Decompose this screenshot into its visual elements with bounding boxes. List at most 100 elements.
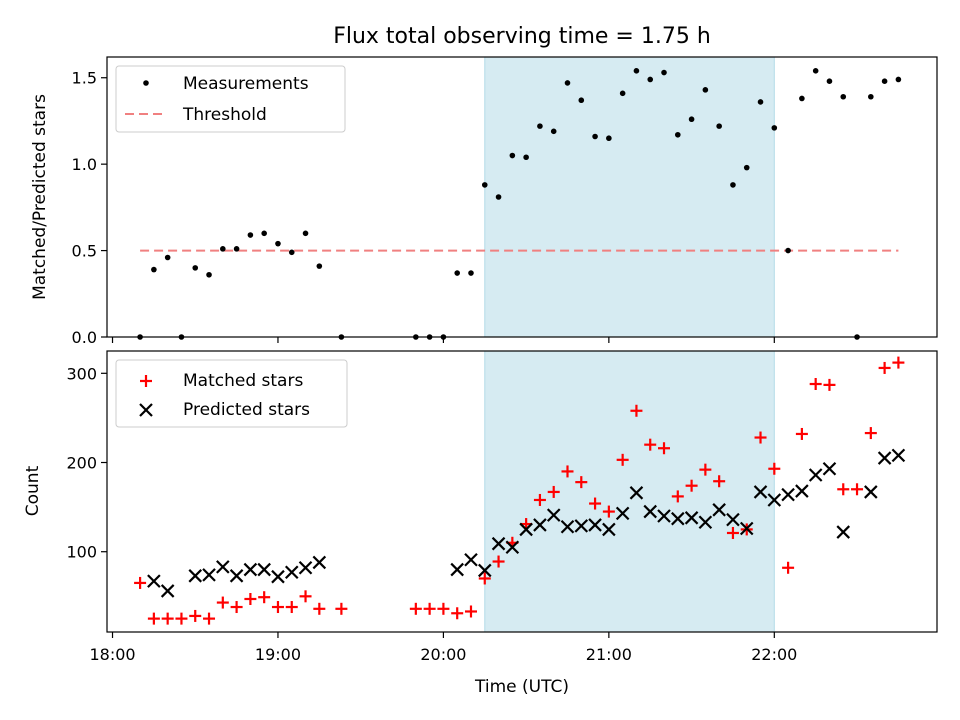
measurement-point-42	[785, 247, 791, 254]
matched-star-point-43	[795, 427, 808, 440]
legend-label-matched: Matched stars	[183, 371, 303, 391]
matched-star-point-48	[864, 427, 877, 440]
measurement-point-40	[757, 99, 764, 105]
matched-star-point-7	[230, 601, 243, 614]
predicted-star-point-19	[546, 508, 561, 522]
measurement-point-20	[481, 182, 488, 188]
predicted-star-point-25	[629, 486, 644, 500]
measurement-point-21	[495, 194, 502, 200]
legend-label-measurements: Measurements	[183, 74, 309, 94]
matched-star-point-11	[285, 601, 298, 614]
y-bottom-tick-label: 300	[66, 364, 97, 383]
legend-marker-measurements	[143, 80, 149, 86]
predicted-star-point-41	[864, 485, 878, 499]
measurement-point-39	[743, 164, 750, 171]
measurement-point-31	[633, 68, 640, 74]
measurement-point-46	[840, 93, 847, 100]
predicted-star-point-4	[216, 560, 230, 574]
matched-star-point-38	[726, 526, 739, 539]
legend-box-bottom	[115, 359, 348, 428]
measurement-point-29	[606, 135, 612, 142]
predicted-star-point-24	[615, 506, 630, 521]
predicted-star-point-29	[684, 511, 699, 525]
measurement-point-6	[220, 246, 226, 252]
measurement-point-2	[164, 254, 171, 261]
matched-star-point-14	[335, 602, 348, 615]
matched-star-point-15	[409, 602, 422, 615]
predicted-star-point-37	[795, 484, 809, 498]
measurement-point-4	[192, 265, 199, 271]
predicted-star-point-0	[147, 574, 161, 588]
predicted-star-point-8	[271, 569, 285, 584]
measurement-point-5	[206, 271, 212, 278]
measurement-point-49	[881, 78, 888, 84]
predicted-star-point-1	[160, 584, 175, 598]
predicted-star-point-20	[560, 519, 575, 534]
measurement-point-1	[151, 266, 157, 273]
predicted-star-point-35	[767, 493, 782, 507]
predicted-star-point-34	[753, 485, 768, 499]
matched-star-point-17	[437, 602, 450, 615]
matched-star-point-45	[823, 378, 836, 391]
matched-star-point-2	[161, 612, 174, 625]
predicted-star-point-11	[312, 555, 327, 570]
measurement-point-36	[702, 87, 709, 93]
measurement-point-9	[261, 230, 267, 237]
legend-label-threshold: Threshold	[182, 105, 267, 125]
predicted-star-point-13	[464, 552, 478, 567]
measurement-points	[137, 68, 902, 340]
y-axis-label-bottom: Count	[23, 465, 43, 516]
legend-box-top	[115, 65, 346, 133]
measurement-point-38	[730, 182, 736, 188]
matched-star-point-41	[768, 462, 781, 475]
measurement-point-30	[619, 90, 626, 97]
y-top-tick-label: 0.5	[72, 242, 97, 261]
predicted-star-point-43	[891, 448, 906, 463]
matched-star-point-5	[203, 612, 216, 625]
measurement-point-48	[868, 93, 874, 100]
matched-star-point-21	[492, 555, 505, 568]
measurement-point-45	[826, 78, 833, 84]
predicted-star-point-12	[450, 562, 464, 577]
y-ticks-top: 0.0 0.5 1.0 1.5	[72, 69, 107, 347]
legend-bottom: Matched stars Predicted stars	[115, 359, 348, 428]
y-top-tick-label: 1.5	[72, 69, 97, 88]
matched-star-point-8	[244, 592, 257, 605]
matched-star-point-28	[589, 497, 602, 510]
matched-star-point-19	[464, 605, 477, 618]
matched-star-point-36	[699, 463, 712, 476]
shaded-interval-bottom	[484, 350, 775, 633]
measurement-point-18	[454, 270, 460, 276]
predicted-star-point-42	[877, 451, 892, 465]
predicted-star-point-39	[822, 461, 837, 476]
matched-star-point-9	[258, 591, 271, 604]
predicted-star-point-26	[643, 504, 658, 519]
measurement-point-35	[688, 116, 695, 123]
predicted-star-point-22	[588, 518, 602, 532]
predicted-star-point-14	[477, 563, 492, 578]
measurement-point-26	[564, 80, 571, 86]
shaded-interval-top	[484, 56, 775, 338]
predicted-star-point-9	[284, 565, 299, 580]
predicted-star-point-31	[712, 503, 726, 517]
measurement-point-24	[537, 123, 543, 129]
matched-star-point-33	[658, 442, 671, 455]
measurement-point-13	[316, 263, 323, 269]
measurement-point-22	[509, 152, 516, 159]
matched-star-point-6	[216, 596, 229, 609]
y-ticks-bottom: 100 200 300	[66, 364, 107, 562]
matched-star-point-1	[147, 612, 160, 625]
predicted-star-point-10	[298, 560, 313, 575]
matched-star-point-26	[561, 465, 574, 478]
measurement-point-12	[302, 230, 309, 237]
legend-top: Measurements Threshold	[115, 65, 346, 133]
matched-star-point-46	[837, 483, 850, 496]
matched-star-point-4	[189, 609, 202, 622]
measurement-point-28	[592, 133, 598, 140]
predicted-star-point-15	[491, 536, 506, 551]
predicted-stars-points	[147, 448, 906, 598]
y-bottom-tick-label: 200	[66, 454, 97, 473]
matched-star-point-16	[423, 602, 436, 615]
matched-star-point-31	[630, 404, 643, 417]
measurement-point-50	[895, 76, 902, 83]
